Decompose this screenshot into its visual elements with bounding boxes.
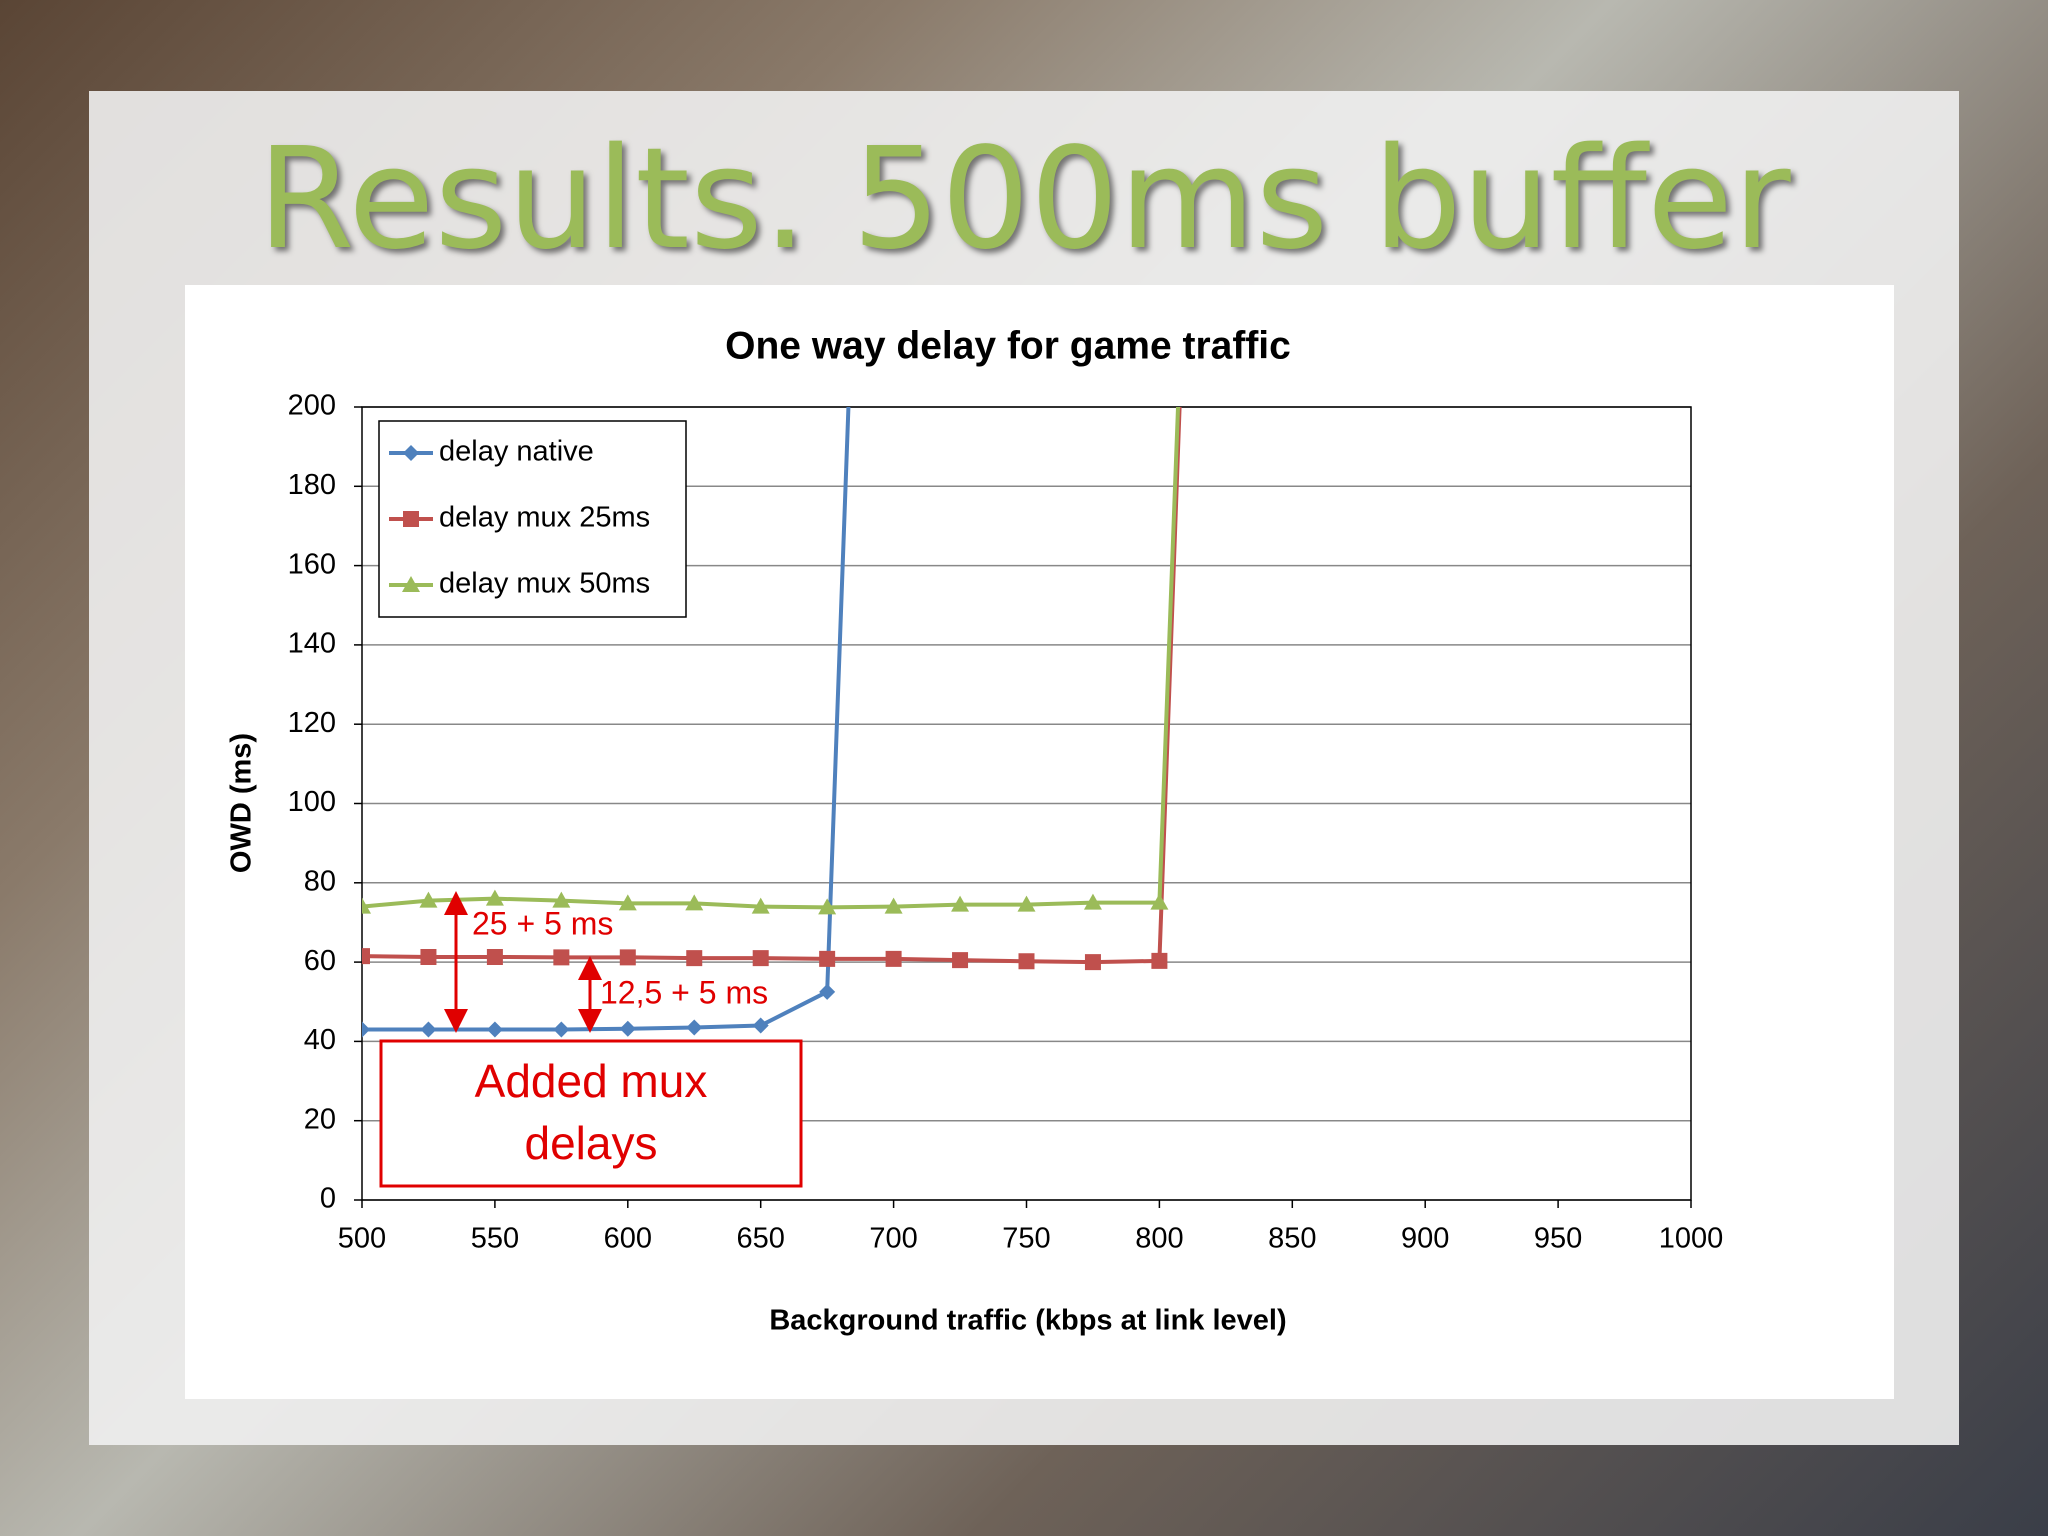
marker [884, 897, 903, 914]
marker [362, 948, 370, 965]
x-tick-label: 650 [737, 1223, 785, 1255]
x-tick-label: 850 [1268, 1223, 1316, 1255]
marker [752, 1017, 769, 1034]
marker [552, 891, 571, 908]
marker [362, 1021, 370, 1038]
x-tick-label: 600 [604, 1223, 652, 1255]
series-line [362, 407, 1181, 910]
legend-label: delay mux 50ms [439, 568, 650, 600]
slide-title: Results. 500ms buffer [257, 118, 1791, 281]
legend-label: delay mux 25ms [439, 502, 650, 534]
marker [619, 949, 636, 966]
x-tick-label: 800 [1135, 1223, 1183, 1255]
y-tick-label: 40 [304, 1024, 336, 1056]
marker [486, 948, 503, 965]
legend-label: delay native [439, 436, 594, 468]
marker [751, 897, 770, 914]
y-tick-label: 80 [304, 865, 336, 897]
annotation: Added mux [475, 1055, 708, 1107]
series-line [362, 407, 1182, 965]
marker [553, 1021, 570, 1038]
marker [402, 576, 420, 592]
y-axis-label: OWD (ms) [226, 733, 258, 873]
marker [485, 889, 504, 906]
y-tick-label: 180 [288, 469, 336, 501]
marker [1150, 893, 1169, 910]
marker [619, 1020, 636, 1037]
y-tick-label: 200 [288, 390, 336, 422]
x-axis-label: Background traffic (kbps at link level) [769, 1305, 1286, 1337]
plot-border [361, 406, 1692, 1201]
x-tick-label: 550 [471, 1223, 519, 1255]
marker [419, 891, 438, 908]
marker [362, 897, 371, 914]
marker [553, 949, 570, 966]
marker [752, 950, 769, 967]
y-tick-label: 0 [320, 1183, 336, 1215]
marker [951, 895, 970, 912]
marker [819, 983, 836, 1000]
marker [818, 898, 837, 915]
marker [1083, 893, 1102, 910]
marker [420, 948, 437, 965]
marker [1151, 952, 1168, 969]
x-tick-label: 900 [1401, 1223, 1449, 1255]
y-tick-label: 140 [288, 628, 336, 660]
y-tick-label: 100 [288, 786, 336, 818]
y-tick-label: 60 [304, 945, 336, 977]
marker [403, 511, 419, 527]
marker [420, 1021, 437, 1038]
marker [618, 894, 637, 911]
marker [686, 950, 703, 967]
x-tick-label: 700 [869, 1223, 917, 1255]
marker [952, 952, 969, 969]
y-tick-label: 160 [288, 548, 336, 580]
marker [685, 894, 704, 911]
x-tick-label: 1000 [1659, 1223, 1724, 1255]
marker [1017, 895, 1036, 912]
x-tick-label: 500 [338, 1223, 386, 1255]
annotation: 12,5 + 5 ms [600, 974, 768, 1010]
marker [486, 1021, 503, 1038]
marker [403, 445, 419, 461]
marker [1084, 954, 1101, 971]
marker [819, 950, 836, 967]
annotation-box [379, 1039, 803, 1188]
chart-title: One way delay for game traffic [725, 324, 1291, 367]
marker [686, 1019, 703, 1036]
y-tick-label: 120 [288, 707, 336, 739]
annotation: 25 + 5 ms [472, 905, 613, 941]
y-tick-label: 20 [304, 1103, 336, 1135]
annotation: delays [525, 1117, 658, 1169]
x-tick-label: 950 [1534, 1223, 1582, 1255]
marker [885, 950, 902, 967]
marker [1018, 953, 1035, 970]
x-tick-label: 750 [1002, 1223, 1050, 1255]
